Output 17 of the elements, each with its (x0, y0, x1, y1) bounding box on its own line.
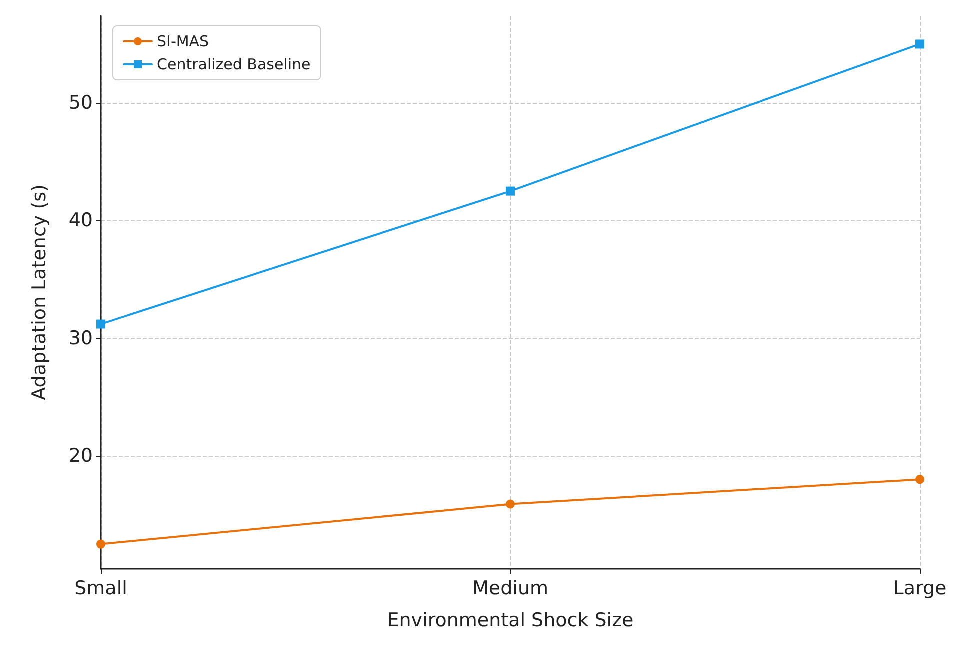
y-tick-label: 50 (68, 92, 93, 114)
point (96, 540, 106, 549)
y-tick-label: 30 (68, 327, 93, 350)
point (916, 475, 924, 484)
x-tick-label: Large (893, 578, 947, 600)
point (506, 500, 515, 509)
legend-label: Centralized Baseline (157, 56, 311, 74)
y-tick-label: 40 (68, 210, 93, 232)
x-axis-title: Environmental Shock Size (387, 610, 634, 632)
point (96, 320, 106, 329)
y-tick-label: 20 (68, 445, 93, 468)
x-tick-label: Small (74, 578, 128, 600)
point (506, 186, 515, 196)
point (916, 40, 924, 49)
x-tick-label: Medium (472, 578, 548, 600)
y-axis-title: Adaptation Latency (s) (28, 184, 50, 400)
legend-label: SI-MAS (157, 32, 210, 50)
